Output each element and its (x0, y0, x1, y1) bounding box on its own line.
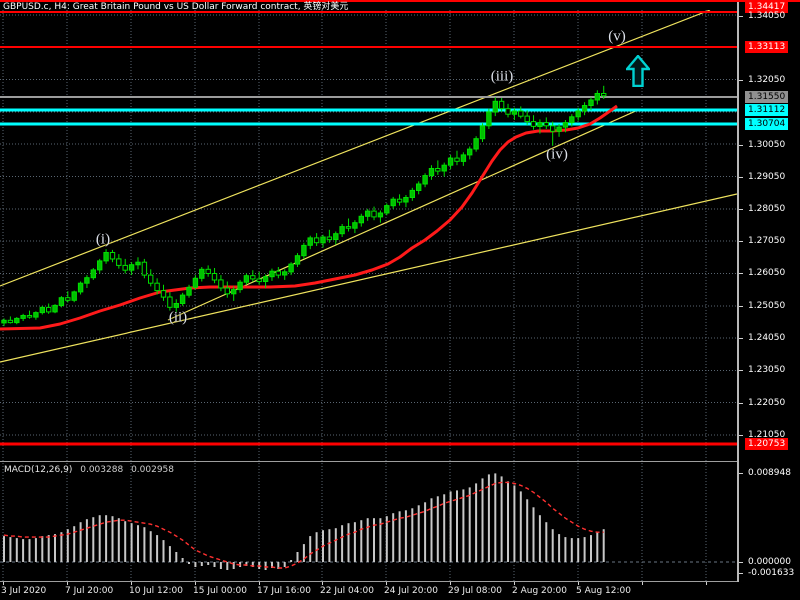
time-label: 29 Jul 08:00 (448, 586, 502, 596)
macd-header: MACD(12,26,9) 0.003288 0.002958 (4, 465, 174, 475)
price-chart-plot[interactable]: (i) (ii) (iii) (iv) (v) (0, 10, 737, 461)
time-tick (259, 582, 260, 585)
price-tick (739, 473, 743, 474)
time-tick (578, 582, 579, 585)
time-tick (450, 582, 451, 585)
wave-label-iv[interactable]: (iv) (546, 146, 568, 163)
window-accent-line (0, 0, 800, 2)
price-label-1.34417: 1.34417 (745, 1, 789, 13)
price-tick (739, 16, 743, 17)
price-label-1.34050: 1.34050 (748, 11, 786, 21)
wave-label-ii[interactable]: (ii) (168, 309, 188, 326)
price-tick (739, 177, 743, 178)
price-tick (739, 403, 743, 404)
wave-label-iii[interactable]: (iii) (490, 68, 514, 85)
price-label-1.33113: 1.33113 (745, 41, 789, 53)
time-label: 2 Aug 20:00 (512, 586, 567, 596)
price-label-1.30704: 1.30704 (745, 118, 789, 130)
price-tick (739, 370, 743, 371)
price-label-1.24050: 1.24050 (748, 333, 786, 343)
time-label: 24 Jul 20:00 (384, 586, 438, 596)
price-tick (739, 573, 743, 574)
time-tick (131, 582, 132, 585)
price-label-1.28050: 1.28050 (748, 204, 786, 214)
time-label: 10 Jul 12:00 (129, 586, 183, 596)
price-tick (739, 306, 743, 307)
time-label: 5 Aug 12:00 (576, 586, 631, 596)
candlestick-chart-layer (0, 10, 737, 461)
macd-signal-value: 0.002958 (131, 465, 175, 475)
price-tick (739, 338, 743, 339)
price-tick (739, 273, 743, 274)
macd-plot-layer (0, 463, 737, 581)
panel-separator (0, 461, 800, 462)
price-label-1.31112: 1.31112 (745, 104, 789, 116)
timebar-separator (0, 581, 800, 582)
macd-label: MACD(12,26,9) (4, 465, 73, 475)
price-label-1.22050: 1.22050 (748, 398, 786, 408)
price-label--0.001633: -0.001633 (748, 568, 795, 578)
price-tick (739, 209, 743, 210)
price-label-1.21050: 1.21050 (748, 430, 786, 440)
time-tick (386, 582, 387, 585)
price-label-1.30050: 1.30050 (748, 140, 786, 150)
price-label-0.008948: 0.008948 (748, 468, 791, 478)
price-scale[interactable]: 1.34417 1.34050 1.33113 1.32050 1.31550 1.311… (737, 1, 800, 583)
price-label-1.26050: 1.26050 (748, 268, 786, 278)
price-label-1.25050: 1.25050 (748, 301, 786, 311)
price-tick (739, 241, 743, 242)
price-label-1.23050: 1.23050 (748, 365, 786, 375)
time-label: 3 Jul 2020 (1, 586, 47, 596)
time-label: 7 Jul 20:00 (65, 586, 114, 596)
time-tick (322, 582, 323, 585)
macd-main-value: 0.003288 (80, 465, 124, 475)
time-tick (67, 582, 68, 585)
time-label: 22 Jul 04:00 (320, 586, 374, 596)
time-tick (642, 582, 643, 585)
time-tick (3, 582, 4, 585)
price-tick (739, 435, 743, 436)
time-label: 17 Jul 16:00 (257, 586, 311, 596)
price-label-1.32050: 1.32050 (748, 75, 786, 85)
price-label-0.000000: 0.000000 (748, 557, 791, 567)
price-label-1.20753: 1.20753 (745, 438, 789, 450)
macd-indicator-panel[interactable]: MACD(12,26,9) 0.003288 0.002958 (0, 463, 737, 581)
time-scale[interactable]: 3 Jul 2020 7 Jul 20:00 10 Jul 12:00 15 Jul … (0, 582, 800, 600)
time-tick (514, 582, 515, 585)
wave-label-i[interactable]: (i) (95, 231, 111, 248)
time-tick (706, 582, 707, 585)
price-label-1.27050: 1.27050 (748, 236, 786, 246)
price-tick (739, 145, 743, 146)
chart-title: GBPUSD.c, H4: Great Britain Pound vs US … (3, 2, 349, 12)
time-tick (195, 582, 196, 585)
wave-label-v[interactable]: (v) (608, 28, 626, 45)
price-tick (739, 80, 743, 81)
price-label-1.31550: 1.31550 (745, 91, 789, 103)
price-tick (739, 562, 743, 563)
price-label-1.29050: 1.29050 (748, 172, 786, 182)
time-label: 15 Jul 00:00 (193, 586, 247, 596)
